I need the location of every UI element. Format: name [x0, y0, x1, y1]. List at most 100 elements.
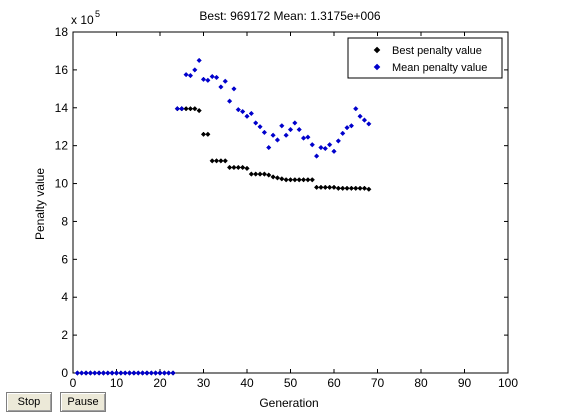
y-tick-label: 18 — [55, 25, 69, 39]
best-penalty-point — [344, 185, 350, 191]
best-penalty-point — [353, 185, 359, 191]
mean-penalty-point — [313, 153, 320, 159]
y-tick-label: 12 — [55, 139, 69, 153]
mean-penalty-point — [131, 370, 137, 376]
best-penalty-point — [187, 106, 194, 112]
mean-penalty-point — [357, 113, 363, 119]
best-penalty-point — [200, 131, 207, 137]
y-exponent-label: x 10 — [71, 13, 94, 27]
best-penalty-point — [318, 184, 324, 190]
mean-penalty-point — [361, 117, 368, 123]
mean-penalty-point — [139, 370, 146, 376]
best-penalty-point — [266, 172, 272, 178]
mean-penalty-point — [187, 72, 194, 79]
best-penalty-point — [274, 175, 281, 181]
x-tick-label: 70 — [371, 376, 385, 390]
best-penalty-point — [287, 177, 294, 183]
best-penalty-point — [366, 186, 372, 192]
mean-penalty-point — [287, 126, 294, 133]
x-tick-label: 60 — [327, 376, 341, 390]
mean-penalty-point — [244, 113, 250, 119]
best-penalty-point — [270, 174, 276, 180]
best-penalty-point — [340, 185, 346, 191]
mean-penalty-point — [218, 84, 224, 90]
axes: 0 10 20 30 40 50 60 70 80 90 100 0 2 4 6 8 10 12 14 16 18 — [55, 25, 519, 390]
x-tick-label: 90 — [458, 376, 472, 390]
mean-penalty-point — [174, 106, 181, 112]
mean-penalty-point — [126, 370, 133, 376]
mean-penalty-point — [183, 71, 189, 78]
mean-penalty-point — [366, 121, 372, 127]
best-penalty-point — [331, 184, 337, 190]
best-penalty-point — [226, 164, 233, 171]
best-penalty-point — [244, 165, 250, 172]
mean-penalty-point — [322, 145, 328, 152]
best-penalty-point — [279, 176, 285, 182]
mean-penalty-point — [109, 370, 115, 376]
mean-penalty-point — [335, 138, 342, 144]
mean-penalty-point — [179, 106, 185, 112]
best-penalty-point — [209, 158, 215, 164]
mean-penalty-point — [96, 370, 102, 376]
mean-penalty-point — [248, 110, 255, 117]
mean-penalty-point — [152, 370, 159, 376]
x-axis-label: Generation — [259, 396, 318, 410]
legend-marker — [373, 46, 381, 54]
best-penalty-point — [361, 185, 368, 191]
best-penalty-point — [192, 106, 198, 112]
best-penalty-point — [292, 177, 298, 183]
y-tick-label: 2 — [61, 328, 68, 342]
mean-penalty-point — [100, 370, 107, 376]
y-tick-label: 8 — [61, 214, 68, 228]
x-tick-label: 10 — [110, 376, 124, 390]
mean-penalty-point — [113, 370, 120, 376]
mean-penalty-point — [213, 74, 220, 81]
stop-button[interactable]: Stop — [6, 392, 52, 412]
mean-penalty-point — [279, 123, 285, 129]
mean-penalty-point — [340, 130, 346, 137]
y-exponent-power: 5 — [95, 9, 100, 19]
best-penalty-point — [348, 185, 355, 191]
mean-penalty-point — [348, 123, 355, 129]
mean-penalty-point — [292, 120, 298, 126]
y-tick-label: 6 — [61, 252, 68, 266]
plot-frame — [72, 31, 509, 374]
mean-penalty-point — [353, 106, 359, 112]
best-penalty-point — [305, 177, 311, 183]
legend-box — [347, 37, 503, 79]
legend-marker — [373, 63, 381, 71]
mean-penalty-point — [166, 370, 172, 376]
y-tick-label: 10 — [55, 177, 69, 191]
pause-button[interactable]: Pause — [60, 392, 106, 412]
mean-penalty-point — [296, 126, 302, 133]
y-tick-label: 16 — [55, 63, 69, 77]
mean-penalty-point — [135, 370, 141, 376]
mean-penalty-point — [205, 77, 211, 83]
mean-penalty-point — [318, 144, 324, 151]
x-tick-label: 20 — [153, 376, 167, 390]
best-penalty-point — [335, 185, 342, 191]
mean-penalty-point — [87, 370, 94, 376]
x-tick-label: 80 — [414, 376, 428, 390]
best-penalty-point — [183, 106, 189, 112]
best-penalty-point — [357, 185, 363, 191]
chart-title: Best: 969172 Mean: 1.3175e+006 — [199, 9, 380, 23]
best-penalty-point — [248, 171, 255, 177]
best-penalty-point — [257, 171, 263, 177]
mean-penalty-point — [118, 370, 124, 376]
best-penalty-point — [205, 131, 211, 137]
legend: Best penalty value Mean penalty value — [347, 37, 503, 79]
best-penalty-point — [313, 184, 320, 190]
mean-penalty-point — [92, 370, 98, 376]
best-penalty-point — [296, 177, 302, 183]
best-penalty-point — [309, 177, 315, 183]
mean-penalty-point — [74, 370, 81, 376]
mean-penalty-point — [266, 144, 272, 151]
mean-penalty-point — [83, 370, 89, 376]
mean-penalty-point — [148, 370, 154, 376]
best-penalty-point — [218, 158, 224, 164]
best-penalty-point — [261, 171, 268, 177]
best-penalty-point — [231, 164, 237, 171]
best-penalty-point — [213, 158, 220, 164]
mean-penalty-point — [253, 120, 259, 126]
